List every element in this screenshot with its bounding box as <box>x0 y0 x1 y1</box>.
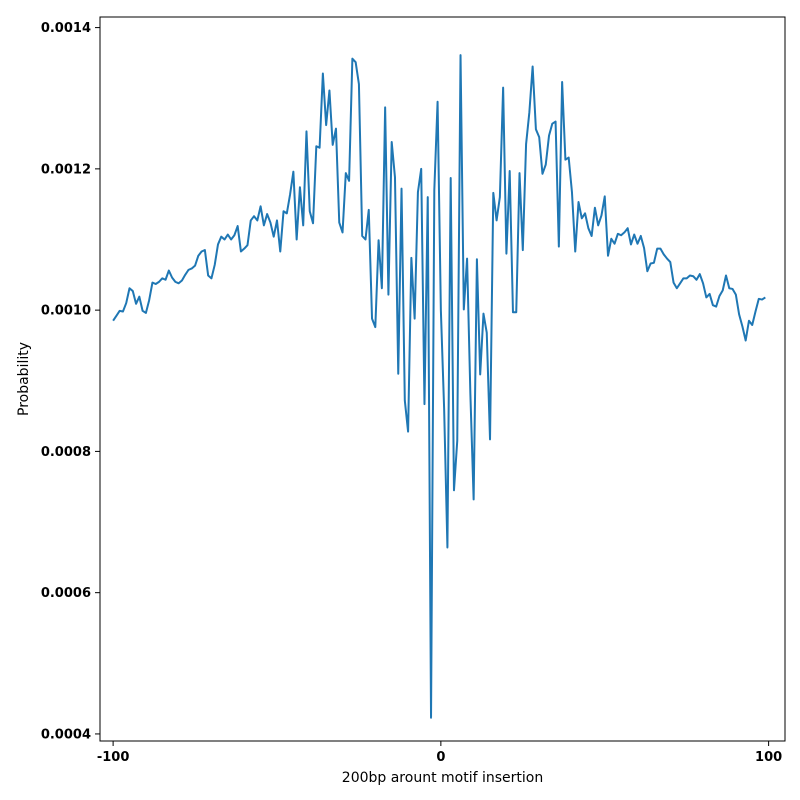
series-line-0 <box>112 54 766 719</box>
plot-frame <box>99 16 786 742</box>
x-axis-ticks: -100 0 100 <box>97 741 782 765</box>
x-tick-label: 0 <box>436 750 445 765</box>
x-axis-label: 200bp arount motif insertion <box>342 770 543 786</box>
y-axis-ticks: 0.0004 0.0006 0.0008 0.0010 0.0012 0.0014 <box>41 21 100 742</box>
data-layer <box>112 54 766 719</box>
x-tick-label: -100 <box>97 750 130 765</box>
y-tick-label: 0.0008 <box>41 445 91 460</box>
x-tick-label: 100 <box>755 750 782 765</box>
y-tick-label: 0.0004 <box>41 727 91 742</box>
y-tick-label: 0.0010 <box>41 304 91 319</box>
y-tick-label: 0.0014 <box>41 21 91 36</box>
y-tick-label: 0.0006 <box>41 586 91 601</box>
y-tick-label: 0.0012 <box>41 162 91 177</box>
y-axis-label: Probability <box>16 342 32 416</box>
